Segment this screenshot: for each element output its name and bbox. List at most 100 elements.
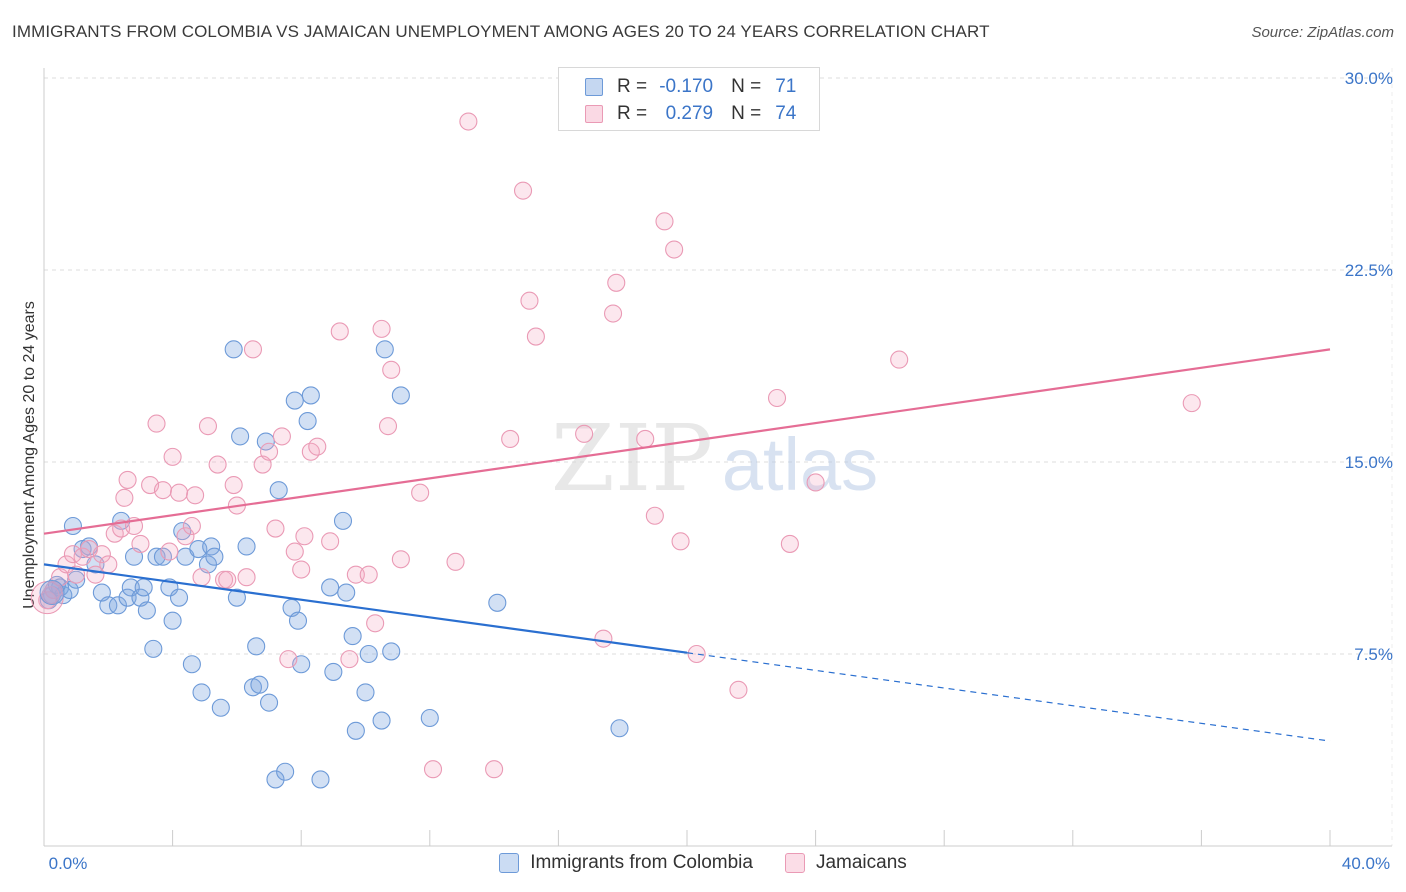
colombia-point — [169, 588, 189, 607]
legend-n-label: N = — [731, 76, 762, 97]
jamaican-point — [446, 552, 465, 571]
colombia-point — [285, 391, 304, 410]
jamaican-trend-line — [43, 348, 1331, 535]
jamaican-point — [176, 527, 195, 546]
legend-swatch-colombia — [585, 78, 603, 96]
colombia-point — [202, 537, 221, 556]
jamaican-point — [73, 547, 92, 566]
jamaican-point — [92, 545, 111, 564]
jamaican-point — [218, 570, 237, 589]
jamaican-point — [890, 350, 909, 369]
jamaican-point — [594, 629, 613, 648]
jamaican-point — [665, 240, 684, 259]
legend-swatch-jamaicans — [585, 105, 603, 123]
jamaican-point — [224, 475, 243, 495]
colombia-point — [163, 611, 182, 630]
jamaican-point — [321, 532, 340, 551]
colombia-point — [311, 770, 330, 789]
y-tick-label: 15.0% — [1345, 453, 1393, 472]
colombia-point — [301, 386, 320, 405]
colombia-point — [269, 481, 288, 500]
jamaican-point — [806, 473, 825, 492]
legend-row-colombia: R = -0.170 N = 71 — [585, 75, 814, 99]
jamaican-point — [520, 291, 539, 310]
colombia-point — [356, 683, 375, 702]
colombia-point — [288, 611, 308, 630]
jamaican-point — [163, 447, 182, 466]
jamaican-point — [366, 614, 385, 633]
colombia-point — [227, 588, 246, 607]
jamaican-point — [243, 340, 263, 359]
jamaican-point — [513, 181, 533, 200]
jamaican-point — [147, 414, 166, 433]
colombia-trend-line — [43, 563, 688, 654]
jamaican-point — [729, 680, 748, 699]
colombia-point — [324, 662, 343, 681]
series-label-colombia: Immigrants from Colombia — [530, 852, 753, 873]
series-label-jamaicans: Jamaicans — [815, 852, 907, 873]
legend-r-label: R = — [617, 76, 648, 97]
colombia-point — [321, 578, 340, 597]
colombia-point — [337, 583, 356, 602]
legend-row-jamaicans: R = 0.279 N = 74 — [585, 102, 814, 126]
jamaican-point — [308, 437, 327, 456]
jamaican-point — [259, 442, 279, 461]
jamaican-point — [423, 760, 443, 779]
jamaican-point — [192, 568, 211, 587]
colombia-point — [346, 721, 365, 740]
colombia-point — [237, 537, 256, 556]
colombia-point — [372, 711, 391, 730]
colombia-point — [276, 762, 295, 781]
series-legend-jamaicans: Jamaicans — [784, 852, 907, 874]
watermark-zip: ZIP — [551, 405, 713, 512]
jamaican-point — [382, 360, 401, 379]
jamaican-point — [237, 568, 256, 587]
jamaican-point — [115, 488, 134, 507]
colombia-point — [182, 655, 201, 674]
jamaican-point — [279, 650, 298, 669]
jamaican-point — [41, 586, 60, 605]
jamaican-point — [575, 424, 594, 443]
jamaican-point — [459, 112, 478, 131]
jamaican-point — [208, 455, 227, 474]
tick-label-layer: 7.5% 15.0% 22.5% 30.0% 0.0% 40.0% — [49, 69, 1393, 873]
jamaican-point — [99, 555, 118, 574]
colombia-point — [144, 639, 163, 658]
legend-r-label: R = — [617, 103, 648, 124]
colombia-point — [39, 580, 65, 606]
jamaican-point — [378, 417, 398, 436]
colombia-point — [359, 644, 378, 664]
series-swatch-colombia — [499, 853, 520, 873]
jamaican-point — [636, 429, 655, 449]
legend-n-value: 74 — [775, 103, 797, 124]
colombia-point — [298, 411, 317, 431]
jamaican-point — [266, 519, 285, 538]
colombia-point — [420, 708, 439, 728]
jamaican-point — [295, 527, 314, 546]
points-layer — [30, 112, 1201, 789]
colombia-point — [137, 601, 156, 620]
jamaican-point — [687, 644, 706, 664]
legend-r-value: -0.170 — [659, 76, 714, 97]
colombia-point — [134, 578, 153, 597]
jamaican-point — [118, 470, 137, 489]
jamaican-point — [131, 534, 150, 553]
jamaican-point — [501, 429, 520, 449]
series-legend: Immigrants from Colombia Jamaicans — [0, 852, 1406, 874]
jamaican-point — [292, 560, 311, 579]
jamaican-point — [186, 486, 205, 505]
series-legend-colombia: Immigrants from Colombia — [499, 852, 753, 874]
colombia-point — [118, 588, 137, 607]
colombia-point — [375, 340, 394, 359]
colombia-point — [224, 340, 243, 359]
trend-layer — [43, 348, 1331, 742]
colombia-point — [108, 596, 127, 615]
colombia-point — [250, 675, 269, 694]
colombia-point — [211, 698, 230, 717]
jamaican-point — [160, 542, 179, 561]
colombia-point — [231, 427, 250, 446]
jamaican-point — [655, 212, 674, 231]
colombia-point — [259, 693, 279, 712]
jamaican-point — [372, 319, 391, 338]
